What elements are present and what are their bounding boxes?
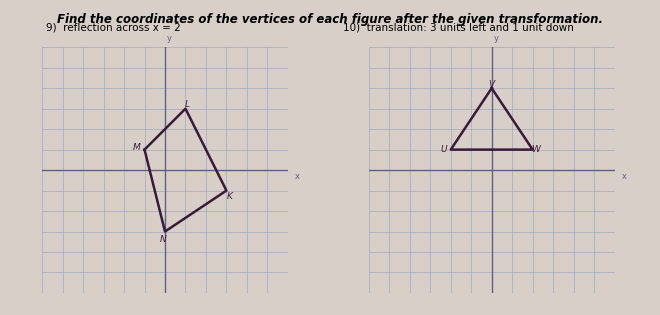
Text: K: K	[226, 192, 232, 201]
Text: M: M	[133, 143, 140, 152]
Text: x: x	[621, 172, 626, 181]
Text: V: V	[488, 80, 495, 89]
Text: Find the coordinates of the vertices of each figure after the given transformati: Find the coordinates of the vertices of …	[57, 13, 603, 26]
Text: W: W	[531, 145, 540, 154]
Text: x: x	[294, 172, 300, 181]
Text: L: L	[185, 100, 190, 109]
Text: y: y	[166, 33, 172, 43]
Text: 9)  reflection across x = 2: 9) reflection across x = 2	[46, 22, 181, 32]
Text: N: N	[160, 235, 166, 244]
Text: U: U	[440, 145, 447, 154]
Text: 10)  translation: 3 units left and 1 unit down: 10) translation: 3 units left and 1 unit…	[343, 22, 574, 32]
Text: y: y	[493, 33, 498, 43]
